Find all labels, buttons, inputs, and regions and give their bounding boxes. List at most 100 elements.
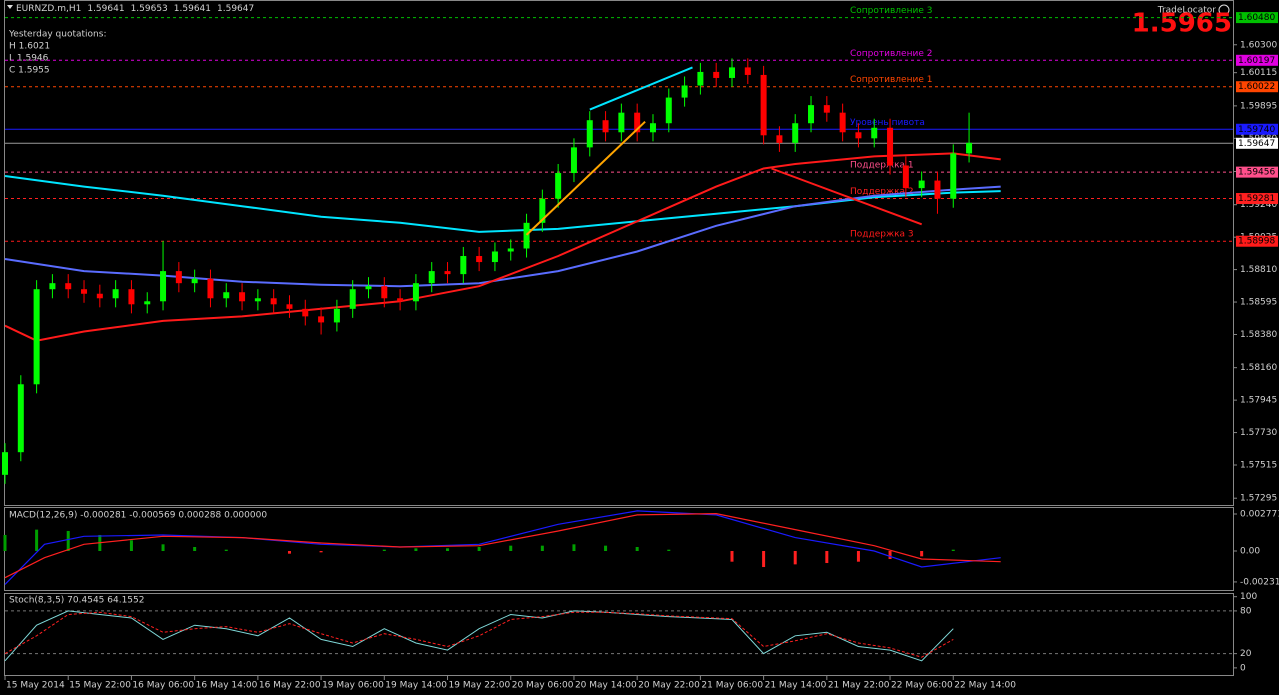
y-tick-label: 1.57730 bbox=[1240, 428, 1277, 438]
x-tick-label: 20 May 06:00 bbox=[512, 681, 574, 691]
x-tick-label: 20 May 14:00 bbox=[575, 681, 637, 691]
candle-body bbox=[697, 71, 704, 86]
last-price: 1.59647 bbox=[1238, 139, 1275, 149]
quote-value: 1.59641 bbox=[174, 4, 211, 14]
level-box bbox=[1236, 81, 1278, 93]
candle-body bbox=[507, 248, 514, 252]
macd-bar bbox=[667, 549, 671, 552]
macd-bar bbox=[414, 548, 418, 552]
moving-average bbox=[4, 175, 1001, 233]
x-tick-label: 20 May 22:00 bbox=[638, 681, 700, 691]
macd-line bbox=[4, 510, 1001, 585]
big-price: 1.5965 bbox=[1132, 9, 1232, 39]
candle-body bbox=[65, 283, 72, 290]
macd-bar bbox=[793, 551, 797, 565]
candle-body bbox=[618, 112, 625, 133]
macd-line bbox=[4, 512, 1001, 579]
candle-body bbox=[634, 112, 641, 133]
menu-arrow[interactable] bbox=[7, 5, 13, 9]
level-box bbox=[1236, 193, 1278, 205]
candle-body bbox=[823, 105, 830, 113]
macd-bar bbox=[193, 546, 197, 552]
level-price: 1.59740 bbox=[1238, 125, 1275, 135]
candle-body bbox=[855, 132, 862, 139]
level-name: Поддержка 3 bbox=[850, 230, 914, 240]
y-tick-label: 1.58380 bbox=[1240, 330, 1277, 340]
main-panel bbox=[4, 0, 1234, 506]
level-price: 1.60197 bbox=[1238, 56, 1275, 66]
level-box bbox=[1236, 166, 1278, 178]
macd-bar bbox=[509, 545, 513, 552]
macd-bar bbox=[287, 551, 291, 554]
candle-body bbox=[729, 67, 736, 78]
candle-body bbox=[286, 304, 293, 309]
candle-body bbox=[744, 67, 751, 75]
level-box bbox=[1236, 123, 1278, 135]
macd-bar bbox=[572, 544, 576, 552]
y-tick-label: 1.57515 bbox=[1240, 461, 1277, 471]
level-name: Поддержка 2 bbox=[850, 187, 914, 197]
x-tick-label: 16 May 22:00 bbox=[259, 681, 321, 691]
candle-body bbox=[586, 120, 593, 148]
x-tick-label: 16 May 06:00 bbox=[132, 681, 194, 691]
quote-value: 1.59653 bbox=[131, 4, 168, 14]
candle-body bbox=[33, 289, 40, 385]
candle-body bbox=[428, 271, 435, 284]
level-price: 1.60480 bbox=[1238, 13, 1275, 23]
y-tick-label: -0.002316 bbox=[1240, 577, 1279, 587]
candle-body bbox=[349, 289, 356, 309]
yesterday-line: L 1.5946 bbox=[9, 54, 49, 64]
stoch-panel bbox=[4, 593, 1234, 676]
trend-line bbox=[525, 120, 646, 236]
candle-body bbox=[381, 286, 388, 299]
candle-body bbox=[444, 271, 451, 275]
y-tick-label: 0 bbox=[1240, 663, 1246, 673]
indicator-title: MACD(12,26,9) -0.000281 -0.000569 0.0002… bbox=[9, 511, 267, 521]
candle-body bbox=[318, 316, 325, 323]
level-price: 1.60022 bbox=[1238, 82, 1275, 92]
candle-body bbox=[760, 74, 767, 136]
candle-body bbox=[902, 165, 909, 189]
macd-bar bbox=[224, 549, 228, 552]
candle-body bbox=[128, 289, 135, 305]
candle-body bbox=[270, 298, 277, 305]
candle-body bbox=[950, 153, 957, 199]
macd-bar bbox=[382, 549, 386, 552]
candle-body bbox=[207, 278, 214, 299]
candle-body bbox=[96, 293, 103, 299]
candle-body bbox=[871, 127, 878, 139]
y-tick-label: 0.002771 bbox=[1240, 509, 1279, 519]
macd-bar bbox=[66, 530, 70, 552]
candle-body bbox=[681, 85, 688, 98]
macd-bar bbox=[446, 548, 450, 552]
y-tick-label: 20 bbox=[1240, 649, 1252, 659]
candle-body bbox=[776, 135, 783, 143]
y-tick-label: 1.59895 bbox=[1240, 101, 1277, 111]
x-tick-label: 15 May 2014 bbox=[6, 681, 65, 691]
candle-body bbox=[333, 308, 340, 323]
indicator-title: Stoch(8,3,5) 70.4545 64.1552 bbox=[9, 596, 144, 606]
brand: TradeLocator bbox=[1157, 6, 1217, 16]
macd-bar bbox=[35, 529, 39, 552]
candle-body bbox=[191, 278, 198, 284]
candle-body bbox=[49, 283, 56, 290]
quote-value: 1.59647 bbox=[217, 4, 254, 14]
macd-bar bbox=[604, 545, 608, 552]
macd-bar bbox=[825, 551, 829, 564]
y-tick-label: 80 bbox=[1240, 606, 1252, 616]
candle-body bbox=[839, 112, 846, 133]
trend-line bbox=[771, 167, 923, 226]
candle-body bbox=[555, 173, 562, 199]
candle-body bbox=[302, 308, 309, 317]
x-tick-label: 22 May 14:00 bbox=[954, 681, 1016, 691]
macd-bar bbox=[762, 551, 766, 568]
x-tick-label: 19 May 22:00 bbox=[449, 681, 511, 691]
candle-body bbox=[523, 222, 530, 249]
level-box bbox=[1236, 54, 1278, 66]
yesterday-line: C 1.5955 bbox=[9, 66, 50, 76]
candle-body bbox=[808, 105, 815, 124]
candle-body bbox=[239, 292, 246, 302]
moving-average bbox=[4, 152, 1001, 342]
x-tick-label: 21 May 22:00 bbox=[828, 681, 890, 691]
